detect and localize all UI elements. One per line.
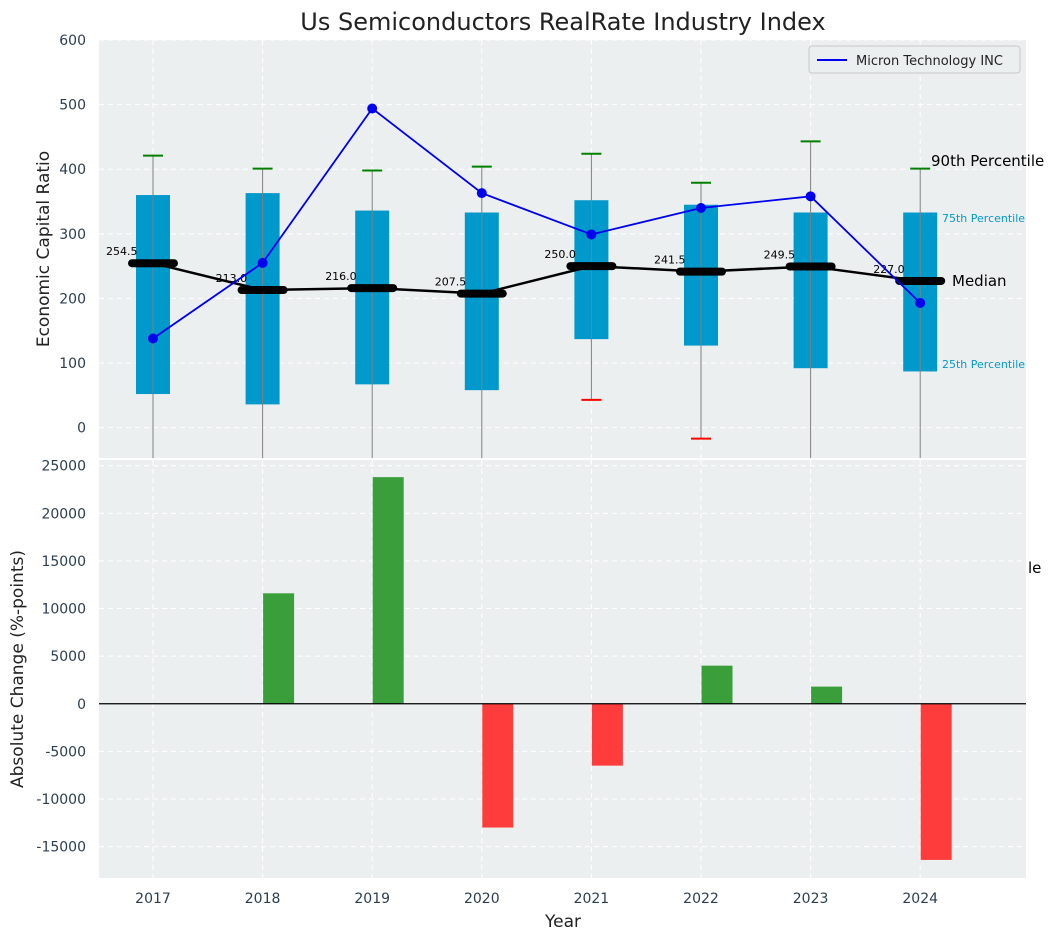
percentile-annotations: 90th Percentile 75th Percentile Median 2… xyxy=(931,152,1044,371)
median-value-label: 250.0 xyxy=(544,248,576,261)
median-value-label: 227.0 xyxy=(873,263,905,276)
x-tick-label: 2024 xyxy=(902,891,938,907)
series-point xyxy=(148,333,158,344)
top-y-tick-label: 100 xyxy=(59,356,86,372)
change-bar xyxy=(591,703,623,766)
x-tick-label: 2018 xyxy=(245,891,281,907)
x-tick-label: 2019 xyxy=(354,891,390,907)
median-value-label: 216.0 xyxy=(325,270,357,283)
series-line xyxy=(152,107,921,340)
bottom-y-tick-label: 15000 xyxy=(41,554,86,570)
median-value-label: 207.5 xyxy=(435,276,467,289)
median-value-label: 241.5 xyxy=(654,254,686,267)
bottom-y-tick-label: 10000 xyxy=(41,602,86,618)
series-point xyxy=(805,191,816,202)
x-tick-label: 2023 xyxy=(793,891,829,907)
bottom-y-tick-label: 5000 xyxy=(50,649,86,665)
series-point xyxy=(696,202,706,213)
x-axis-label: Year xyxy=(544,912,581,932)
bottom-grid xyxy=(99,460,1026,878)
bottom-y-tick-label: -15000 xyxy=(36,840,86,856)
p90-annotation: 90th Percentile xyxy=(931,152,1044,170)
median-line-group: 254.5 213.0 216.0 207.5 250.0 241.5 249.5 227.0 xyxy=(106,245,946,298)
x-tick-label: 2022 xyxy=(683,891,719,907)
bottom-y-tick-label: 0 xyxy=(77,697,86,713)
legend: Micron Technology INC xyxy=(808,45,1021,74)
series-line-group xyxy=(148,103,926,344)
top-y-tick-label: 500 xyxy=(59,98,86,114)
bottom-y-tick-label: 25000 xyxy=(41,459,86,475)
series-point xyxy=(257,257,268,268)
median-value-label: 254.5 xyxy=(106,245,138,258)
legend-box xyxy=(808,45,1021,74)
median-value-label: 249.5 xyxy=(764,248,796,261)
change-bar xyxy=(811,686,843,704)
bottom-bars xyxy=(99,477,1026,860)
p25-annotation: 25th Percentile xyxy=(942,358,1025,371)
x-tick-labels: 2017 2018 2019 2020 2021 2022 2023 2024 xyxy=(135,891,938,907)
series-point xyxy=(586,229,597,240)
bottom-y-tick-label: -10000 xyxy=(36,792,86,808)
change-bar xyxy=(482,703,514,828)
chart-title: Us Semiconductors RealRate Industry Inde… xyxy=(300,8,825,36)
bottom-y-ticks: -15000 -10000 -5000 0 5000 10000 15000 20000 250… xyxy=(36,459,86,856)
bottom-y-tick-label: 20000 xyxy=(41,506,86,522)
median-value-label: 213.0 xyxy=(216,272,248,285)
top-y-tick-label: 200 xyxy=(59,291,86,307)
legend-label-micron: Micron Technology INC xyxy=(856,54,1003,69)
change-bar xyxy=(372,477,404,704)
series-point xyxy=(476,188,487,199)
bottom-plot-area xyxy=(99,460,1026,878)
x-tick-label: 2020 xyxy=(464,891,500,907)
top-y-tick-label: 400 xyxy=(59,162,86,178)
median-annotation: Median xyxy=(952,272,1007,290)
bottom-y-axis-label: Absolute Change (%-points) xyxy=(8,550,28,788)
change-bar xyxy=(701,665,733,704)
change-bar xyxy=(263,593,295,704)
p75-annotation: 75th Percentile xyxy=(942,212,1025,225)
series-point xyxy=(367,103,378,114)
top-y-axis-label: Economic Capital Ratio xyxy=(34,151,54,347)
x-tick-label: 2017 xyxy=(135,891,171,907)
top-y-tick-label: 0 xyxy=(77,421,86,437)
top-y-ticks: 0 100 200 300 400 500 600 xyxy=(59,33,86,437)
change-bar xyxy=(920,703,952,860)
bottom-y-tick-label: -5000 xyxy=(45,744,86,760)
top-y-tick-label: 300 xyxy=(59,227,86,243)
clipped-annotation: le xyxy=(1028,559,1041,577)
series-point xyxy=(915,297,926,308)
x-tick-label: 2021 xyxy=(574,891,610,907)
top-y-tick-label: 600 xyxy=(59,33,86,49)
